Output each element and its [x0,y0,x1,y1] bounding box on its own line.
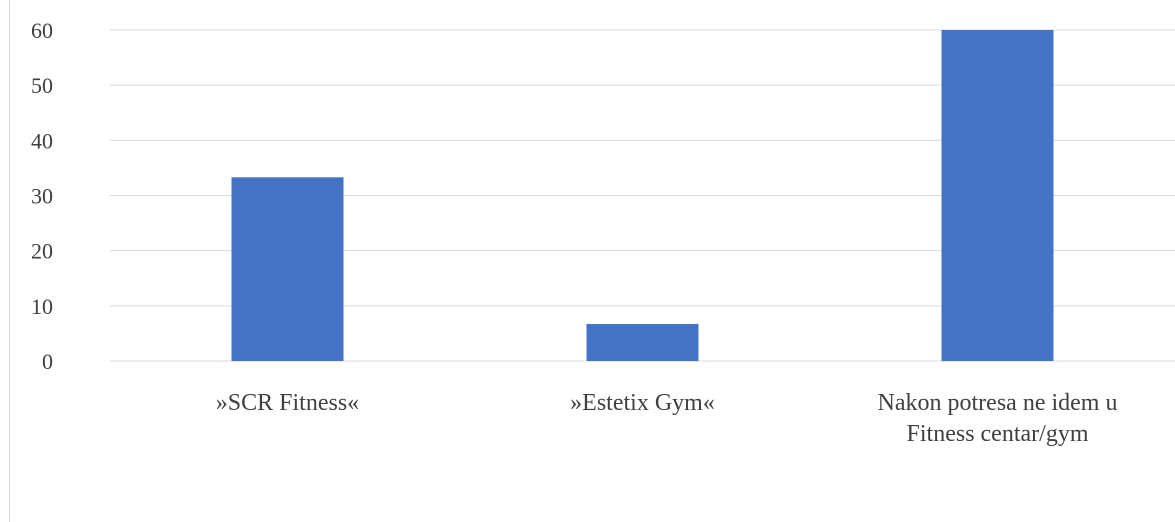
x-category-label: »Estetix Gym« [570,390,715,416]
y-tick-label: 30 [31,184,53,209]
x-category-label-line: »SCR Fitness« [216,390,359,416]
bar-1 [586,324,699,361]
x-category-label-line: Nakon potresa ne idem u [878,390,1118,416]
x-category-label: Nakon potresa ne idem u Fitness centar/gy… [878,390,1118,447]
x-category-label-line: Fitness centar/gym [907,421,1089,447]
left-border-line [9,0,10,522]
y-tick-label: 0 [42,349,53,374]
bar-0 [231,177,344,361]
y-tick-label: 40 [31,128,53,153]
y-tick-label: 10 [31,294,53,319]
y-tick-label: 50 [31,73,53,98]
bar-2 [941,30,1054,361]
x-category-label: »SCR Fitness« [216,390,359,416]
x-category-label-line: »Estetix Gym« [570,390,715,416]
y-tick-label: 60 [31,18,53,43]
y-tick-label: 20 [31,239,53,264]
